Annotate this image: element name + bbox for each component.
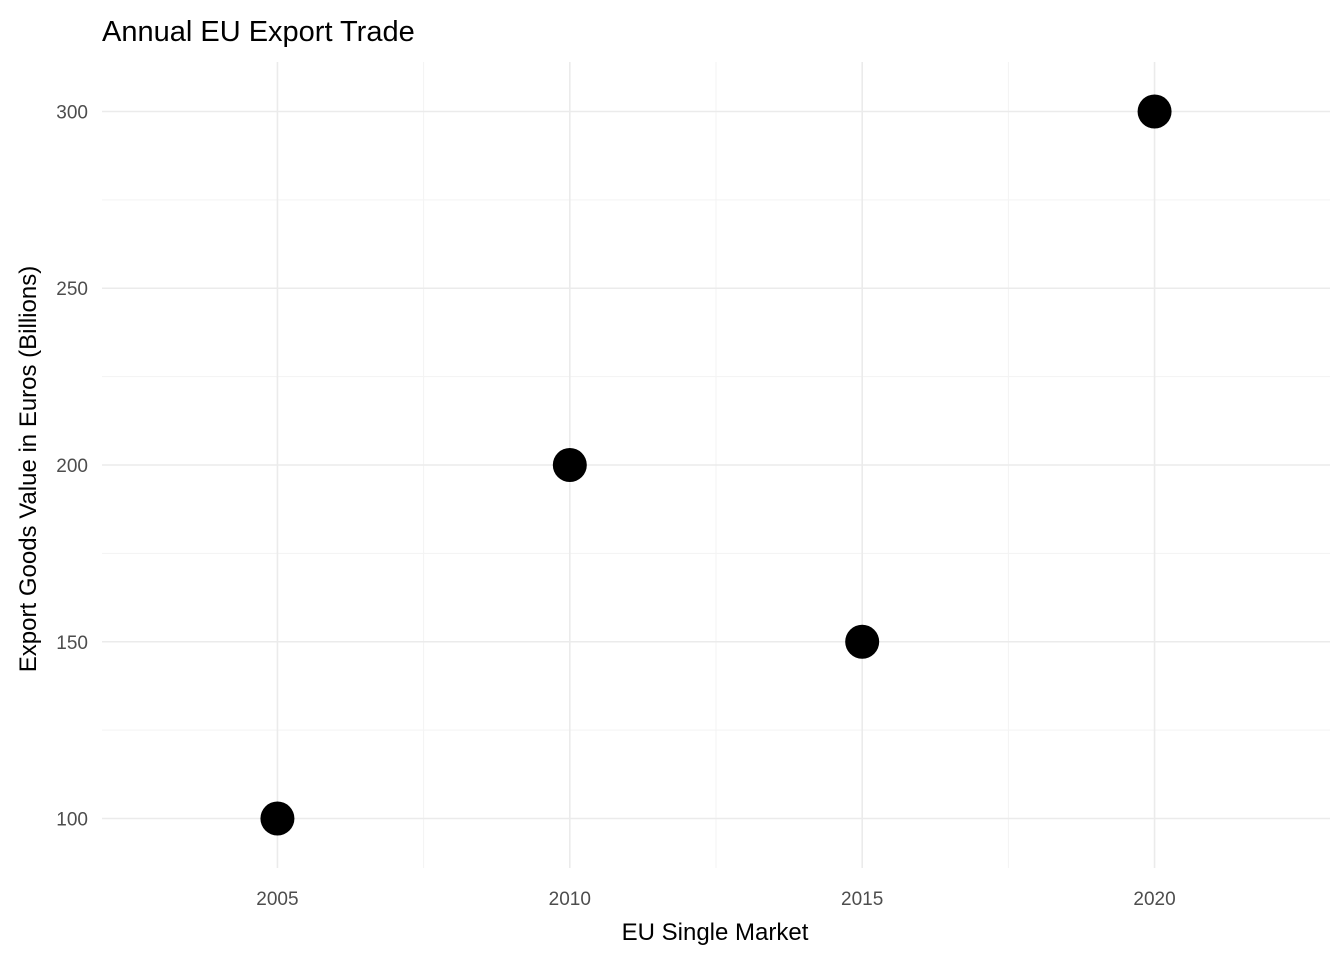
- x-tick-label: 2005: [256, 889, 298, 910]
- plot-grid: [102, 62, 1330, 868]
- y-tick-label: 300: [56, 102, 88, 123]
- data-point: [260, 801, 295, 836]
- data-points: [260, 94, 1172, 836]
- chart-title: Annual EU Export Trade: [102, 16, 415, 48]
- x-tick-label: 2020: [1133, 889, 1175, 910]
- data-point: [845, 624, 880, 659]
- y-tick-label: 100: [56, 810, 88, 831]
- data-point: [1137, 94, 1172, 129]
- x-axis-ticks: 2005 2010 2015 2020: [256, 889, 1175, 910]
- data-point: [552, 448, 587, 482]
- y-tick-label: 150: [56, 633, 88, 654]
- y-tick-label: 200: [56, 456, 88, 477]
- y-axis-title: Export Goods Value in Euros (Billions): [15, 266, 42, 672]
- x-tick-label: 2010: [549, 889, 591, 910]
- x-axis-title: EU Single Market: [622, 919, 809, 946]
- y-tick-label: 250: [56, 279, 88, 300]
- x-tick-label: 2015: [841, 889, 883, 910]
- y-axis-ticks: 100 150 200 250 300: [56, 102, 88, 830]
